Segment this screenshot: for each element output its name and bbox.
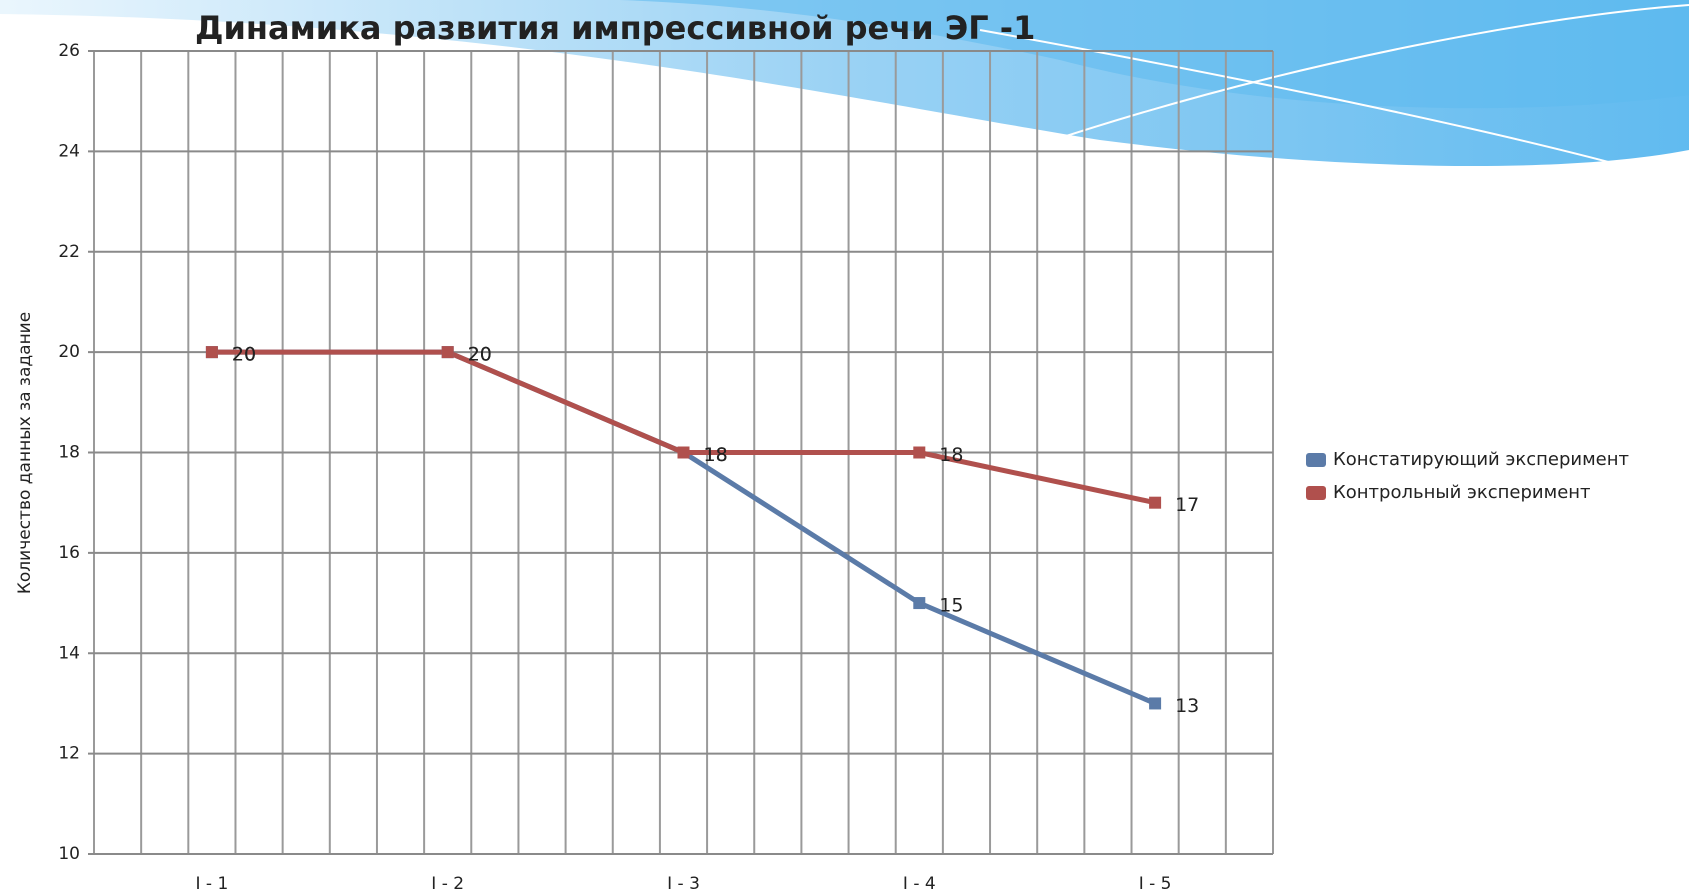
data-label: 18 [704, 444, 728, 466]
point-marker [441, 346, 454, 359]
y-tick-label: 12 [58, 744, 80, 764]
data-label: 15 [939, 595, 963, 617]
point-marker [913, 597, 926, 610]
x-tick-label: I - 5 [1139, 874, 1172, 894]
decor-wave [0, 0, 1689, 167]
y-tick-label: 26 [58, 41, 80, 61]
data-label: 18 [704, 444, 728, 466]
point-marker [1149, 496, 1162, 509]
point-marker [677, 446, 690, 459]
y-axis-label: Количество данных за задание [15, 312, 35, 594]
x-tick-label: I - 2 [431, 874, 464, 894]
data-label: 20 [232, 344, 256, 366]
y-tick-label: 24 [58, 141, 80, 161]
x-tick-label: I - 1 [196, 874, 229, 894]
y-tick-label: 20 [58, 342, 80, 362]
series-line [211, 349, 1157, 706]
data-label: 20 [468, 344, 492, 366]
series-line [211, 349, 1156, 506]
data-label: 20 [232, 344, 256, 366]
data-label: 17 [1175, 494, 1199, 516]
legend-swatch [1306, 486, 1326, 500]
y-tick-label: 14 [58, 643, 80, 663]
point-marker [913, 446, 926, 459]
legend-label: Контрольный эксперимент [1333, 482, 1591, 503]
y-tick-label: 16 [58, 543, 80, 563]
point-marker [205, 346, 218, 359]
x-tick-label: I - 3 [667, 874, 700, 894]
x-tick-label: I - 4 [903, 874, 936, 894]
data-label: 13 [1175, 695, 1199, 717]
chart-title: Динамика развития импрессивной речи ЭГ -… [195, 9, 1035, 47]
y-tick-label: 18 [58, 443, 80, 463]
point-marker [1149, 697, 1162, 710]
legend-label: Констатирующий эксперимент [1333, 449, 1629, 470]
data-label: 20 [468, 344, 492, 366]
legend-swatch [1306, 453, 1326, 467]
y-tick-label: 22 [58, 242, 80, 262]
data-label: 18 [939, 444, 963, 466]
y-tick-label: 10 [58, 844, 80, 864]
